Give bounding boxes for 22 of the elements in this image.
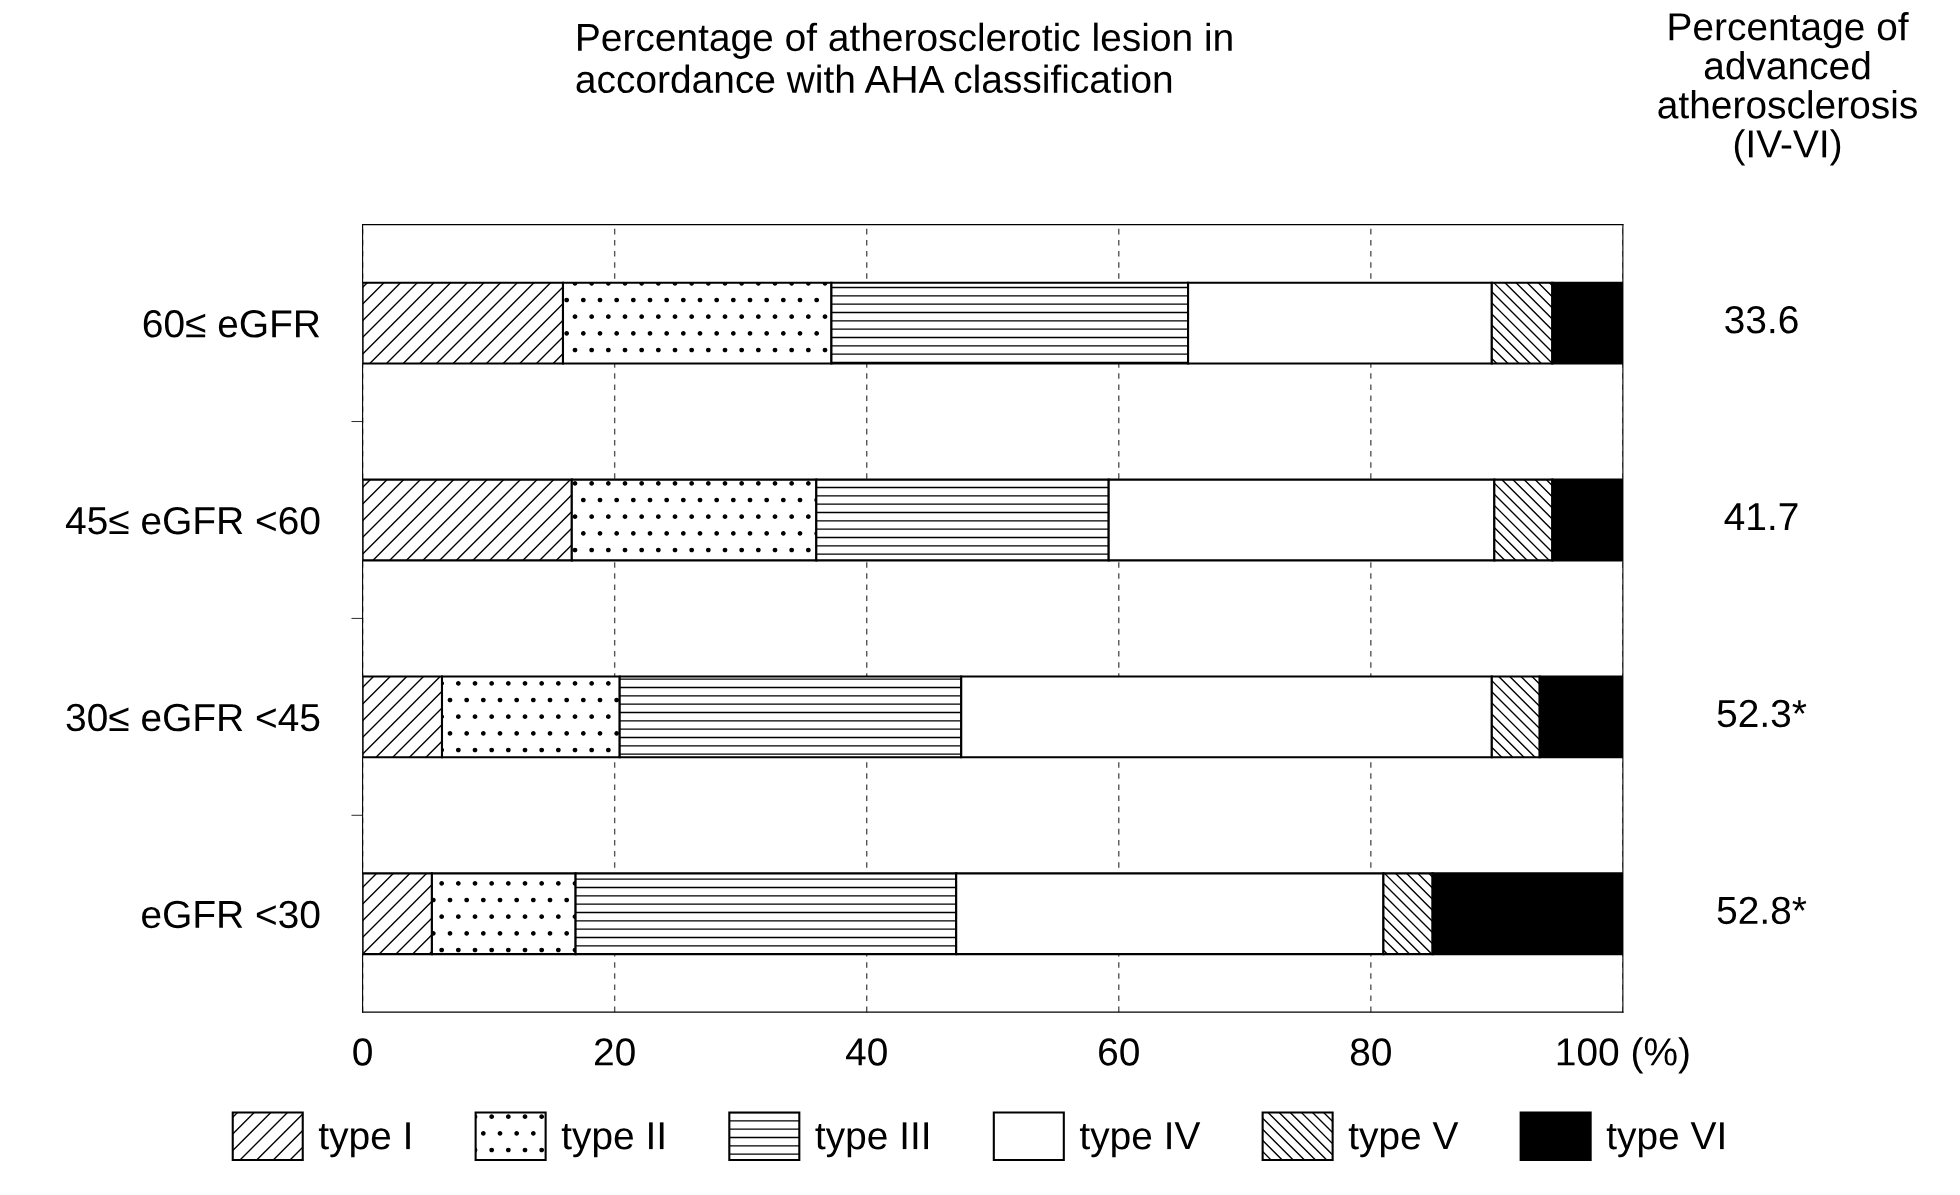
text: 41.7 bbox=[1724, 503, 1798, 531]
text: 33.6 bbox=[1725, 306, 1798, 334]
x-tick-label: 80 bbox=[1350, 1038, 1391, 1066]
y-tick-label: 45≤ eGFR <60 bbox=[65, 506, 320, 535]
x-tick-label: 60 bbox=[1099, 1038, 1139, 1066]
y-tick-label: eGFR <30 bbox=[142, 900, 320, 929]
x-tick-label: 40 bbox=[845, 1038, 887, 1066]
chart-title: Percentage of atherosclerotic lesion in accordance with AHA classification bbox=[576, 22, 1232, 94]
legend-label: type V bbox=[1348, 1122, 1459, 1158]
legend-label: type III bbox=[815, 1122, 929, 1158]
x-tick-label: 20 bbox=[594, 1038, 635, 1066]
x-tick-label: 100 (%) bbox=[1557, 1037, 1689, 1074]
text: Percentage of advanced atherosclerosis (IV-VI) bbox=[1658, 11, 1917, 166]
y-tick-label: 60≤ eGFR bbox=[143, 310, 320, 338]
legend-label: type IV bbox=[1079, 1122, 1201, 1158]
text: 52.3* bbox=[1717, 699, 1807, 728]
text: 52.8* bbox=[1717, 896, 1807, 925]
x-tick-label: 0 bbox=[353, 1038, 372, 1066]
legend-label: type VI bbox=[1606, 1122, 1724, 1158]
y-tick-label: 30≤ eGFR <45 bbox=[66, 703, 320, 732]
legend-label: type II bbox=[561, 1122, 664, 1158]
legend-label: type I bbox=[318, 1122, 410, 1158]
